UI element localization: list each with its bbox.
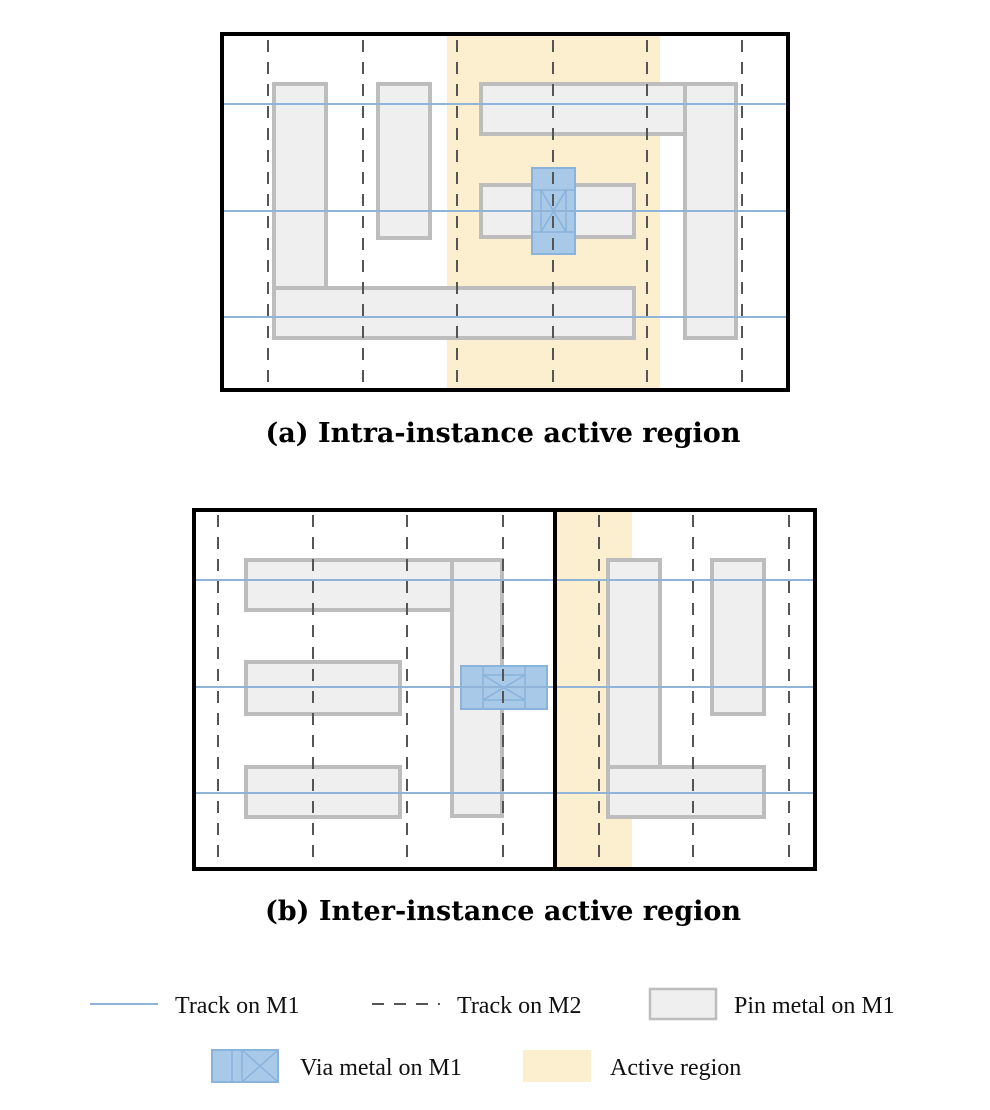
legend-via-metal-label: Via metal on M1 [300,1055,462,1081]
legend-via-metal-swatch [211,1049,279,1083]
caption-b: (b) Inter-instance active region [265,896,741,927]
cell-frame-b-right [553,508,817,871]
pin-metal-b6 [710,558,766,716]
diagram-a [220,32,790,392]
legend-m1-track-label: Track on M1 [175,993,299,1019]
cell-frame-a [220,32,790,392]
caption-a: (a) Intra-instance active region [266,418,741,449]
legend-pin-metal-swatch [648,987,718,1021]
pin-metal-a6 [272,286,636,340]
legend-active-region-swatch [523,1050,591,1082]
legend-m2-track-label: Track on M2 [457,993,581,1019]
legend-active-region-label: Active region [610,1055,741,1081]
legend-pin-metal-label: Pin metal on M1 [734,993,895,1019]
diagram-b [192,508,817,871]
pin-metal-a2 [376,82,432,240]
legend: Track on M1 Track on M2 Pin metal on M1 … [90,987,895,1083]
